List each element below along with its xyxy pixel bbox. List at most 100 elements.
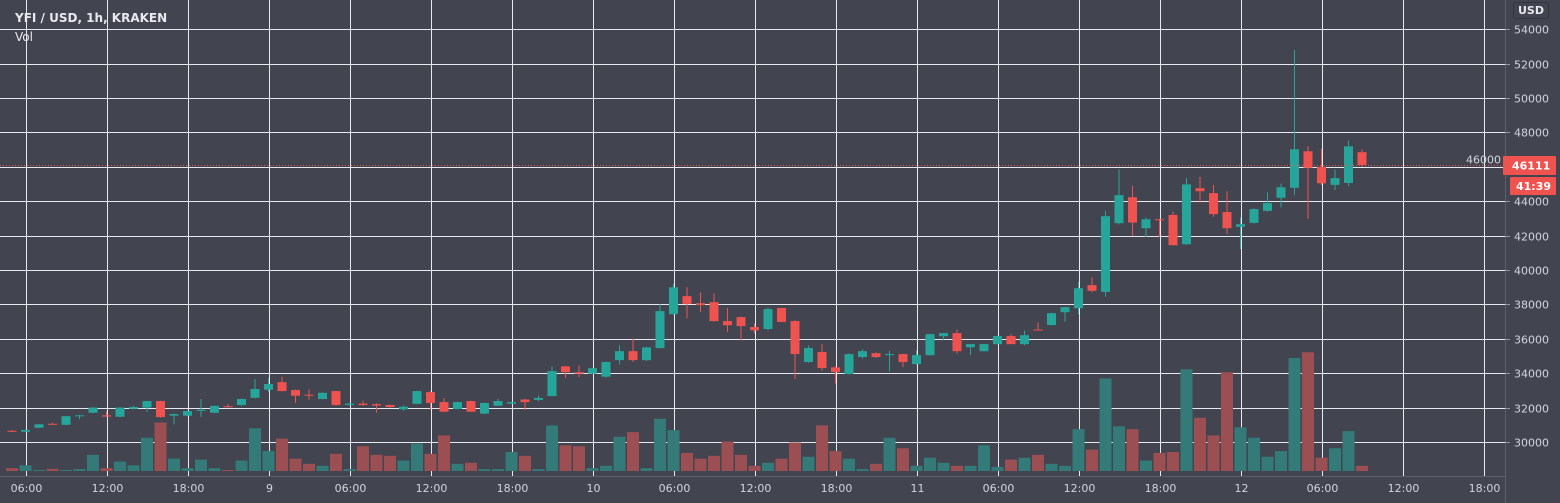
time-axis[interactable] [0,476,1505,503]
volume-bar [1167,452,1179,471]
candle-body [1033,329,1043,331]
volume-bar [384,455,396,471]
candle-body [277,382,287,392]
volume-bar [1005,459,1017,471]
volume-bar [1099,378,1112,471]
time-tick-label: 12:00 [1388,482,1420,495]
volume-bar [991,466,1004,471]
candle [615,345,624,365]
time-tick-label: 18:00 [821,482,853,495]
candle [574,365,584,377]
price-axis[interactable] [1505,0,1560,503]
candle-body [1236,224,1245,227]
candle-body [993,336,1002,345]
volume-bar [1207,435,1220,471]
candle [156,400,165,418]
volume-bar [802,456,815,471]
candle-body [858,351,867,358]
candle-body [615,351,624,361]
candle-body [1141,219,1151,229]
volume-bar [1032,454,1044,471]
volume-bar [816,425,828,471]
volume-bar [492,469,504,471]
candle [183,410,192,417]
candle-body [1114,195,1124,224]
candle [979,343,989,352]
price-tick-label: 54000 [1514,24,1549,37]
candle [318,392,327,400]
candle-body [399,406,408,410]
candle-body [223,406,233,408]
candle [196,399,206,417]
volume-bar [951,465,963,471]
volume-bar [870,463,882,471]
candle-body [1074,288,1083,309]
candle-body [1101,216,1110,292]
volume-bar [1180,369,1193,471]
candle-body [142,401,152,408]
volume-bar [559,445,572,471]
candle-body [520,399,530,403]
volume-bar [627,432,639,471]
chart-legend: YFI / USD, 1h, KRAKEN Vol [15,9,167,47]
candle [1168,211,1178,246]
currency-button[interactable]: USD [1513,2,1549,19]
price-tick-label: 50000 [1514,93,1549,106]
volume-bar [397,460,410,471]
volume-bar [330,453,342,471]
candle-body [1317,166,1326,184]
volume-bar [1342,431,1355,471]
volume-bars [6,352,1368,471]
volume-bar [937,462,950,471]
candle-body [439,402,449,412]
candle-body [939,333,948,337]
candle-body [750,327,759,331]
volume-bar [1086,449,1098,471]
volume-indicator-label[interactable]: Vol [15,30,33,44]
candle [1033,322,1043,331]
volume-bar [343,469,356,471]
candle [1236,217,1245,250]
volume-bar [654,418,666,471]
candle [709,293,719,322]
volume-bar [438,435,450,471]
candle [331,390,341,406]
volume-bar [1221,372,1233,471]
symbol-title[interactable]: YFI / USD, 1h, KRAKEN [15,11,168,25]
volume-bar [33,470,45,471]
candle-body [601,362,611,377]
candle [210,405,219,414]
candle [291,389,300,403]
time-tick-label: 11 [911,482,925,495]
candle [1195,176,1205,203]
candle [304,389,314,400]
candle-body [115,407,125,417]
candle [655,304,665,349]
volume-bar [181,468,194,471]
price-tick-label: 36000 [1514,334,1549,347]
candle-body [979,344,989,352]
price-tick-label: 38000 [1514,299,1549,312]
candle [250,379,260,399]
time-tick-label: 06:00 [983,482,1015,495]
candle [453,401,462,410]
candle [763,307,773,331]
volume-bar [1153,452,1166,471]
candle [547,366,557,397]
candle [885,350,894,372]
volume-bar [316,465,329,471]
candle-body [88,407,98,413]
volume-bar [978,445,990,471]
candle [1263,192,1272,212]
time-tick-label: 9 [266,482,273,495]
volume-bar [843,458,855,471]
candle [142,400,152,412]
candle [1330,169,1340,191]
volume-bar [87,454,99,471]
volume-bar [1261,456,1274,471]
volume-bar [1018,457,1031,471]
candle [345,403,354,406]
candle [237,398,246,406]
candle [588,368,597,375]
